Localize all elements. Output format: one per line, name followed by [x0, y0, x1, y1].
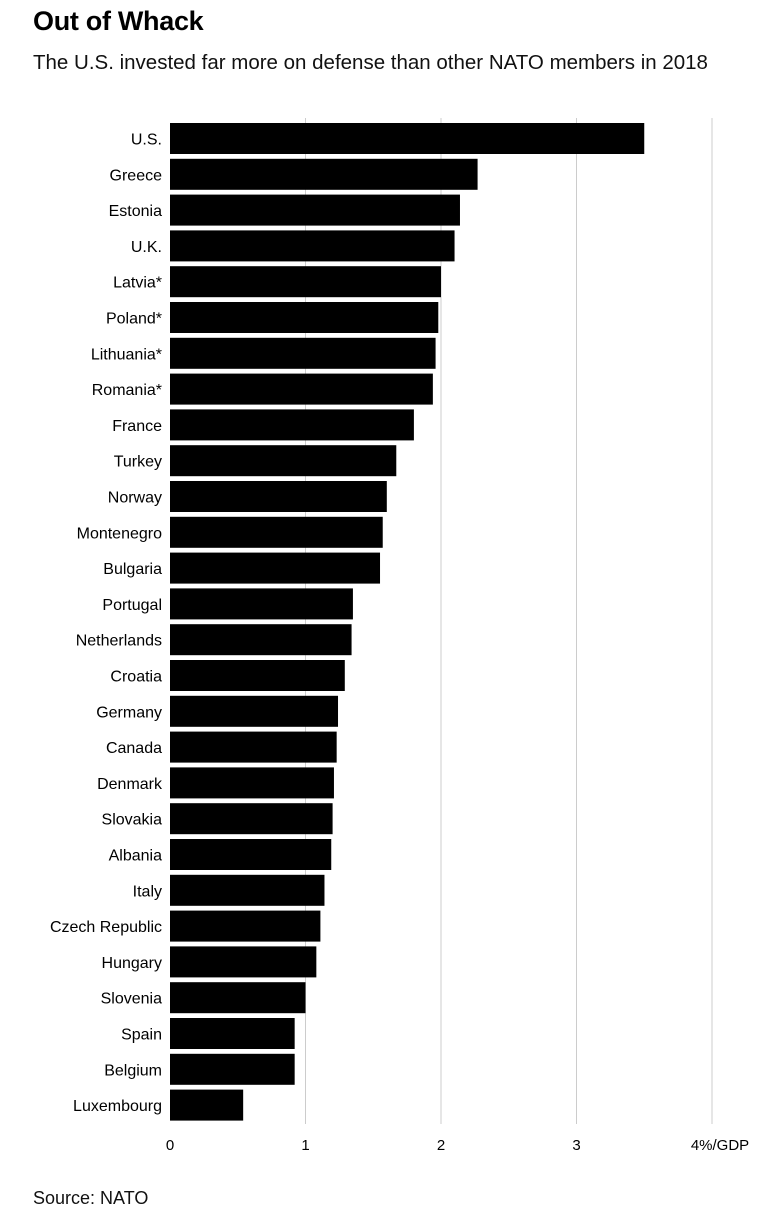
bar — [170, 874, 325, 906]
bar — [170, 588, 353, 620]
bar — [170, 731, 337, 763]
x-tick-label: 4%/GDP — [691, 1137, 749, 1154]
bars — [170, 123, 645, 1121]
category-label: Germany — [96, 704, 162, 721]
category-label: Norway — [108, 490, 162, 507]
bar — [170, 337, 436, 369]
bar — [170, 839, 332, 870]
category-labels: U.S. Greece Estonia U.K. Latvia* Poland* Lithu… — [50, 132, 163, 1116]
category-label: U.S. — [131, 132, 162, 149]
bar — [170, 1089, 244, 1121]
bar — [170, 516, 383, 548]
x-tick-label: 0 — [166, 1137, 174, 1154]
x-tick-label: 1 — [301, 1137, 309, 1154]
bar — [170, 803, 333, 835]
bar — [170, 946, 317, 978]
category-label: Turkey — [114, 454, 162, 471]
category-label: Slovakia — [102, 812, 163, 829]
category-label: Czech Republic — [50, 919, 162, 936]
category-label: Romania* — [92, 382, 162, 399]
bar — [170, 230, 455, 262]
bar — [170, 481, 387, 512]
bar — [170, 123, 645, 154]
bar — [170, 910, 321, 942]
category-label: Greece — [110, 167, 163, 184]
chart-subtitle: The U.S. invested far more on defense th… — [33, 51, 708, 74]
x-tick-label: 2 — [437, 1137, 445, 1154]
category-label: France — [112, 418, 162, 435]
bar — [170, 409, 414, 441]
source-note: Source: NATO — [33, 1188, 149, 1208]
category-label: Lithuania* — [91, 346, 162, 363]
bar — [170, 194, 460, 226]
category-label: Estonia — [109, 203, 162, 220]
category-label: Albania — [109, 848, 162, 865]
category-label: Portugal — [102, 597, 162, 614]
category-label: Spain — [121, 1027, 162, 1044]
category-label: Belgium — [104, 1062, 162, 1079]
category-label: Netherlands — [76, 633, 162, 650]
bar — [170, 552, 381, 584]
category-label: Italy — [133, 883, 162, 900]
bar — [170, 624, 352, 656]
category-label: Canada — [106, 740, 162, 757]
category-label: Bulgaria — [103, 561, 162, 578]
bar — [170, 266, 441, 298]
category-label: Croatia — [110, 669, 162, 686]
bar — [170, 373, 433, 405]
x-tick-label: 3 — [572, 1137, 580, 1154]
bar — [170, 982, 306, 1014]
bar — [170, 767, 334, 799]
category-label: Slovenia — [101, 991, 162, 1008]
bar — [170, 1053, 295, 1085]
bar — [170, 445, 397, 477]
bar — [170, 302, 439, 333]
x-axis-ticks: 0 1 2 3 4%/GDP — [166, 1137, 749, 1154]
category-label: Montenegro — [77, 525, 162, 542]
bar — [170, 158, 478, 190]
category-label: Hungary — [102, 955, 162, 972]
category-label: Poland* — [106, 311, 162, 328]
chart-title: Out of Whack — [33, 6, 204, 36]
bar — [170, 695, 339, 727]
category-label: Luxembourg — [73, 1098, 162, 1115]
category-label: Denmark — [97, 776, 163, 793]
category-label: Latvia* — [113, 275, 162, 292]
category-label: U.K. — [131, 239, 162, 256]
bar — [170, 1018, 295, 1049]
bar — [170, 660, 345, 691]
